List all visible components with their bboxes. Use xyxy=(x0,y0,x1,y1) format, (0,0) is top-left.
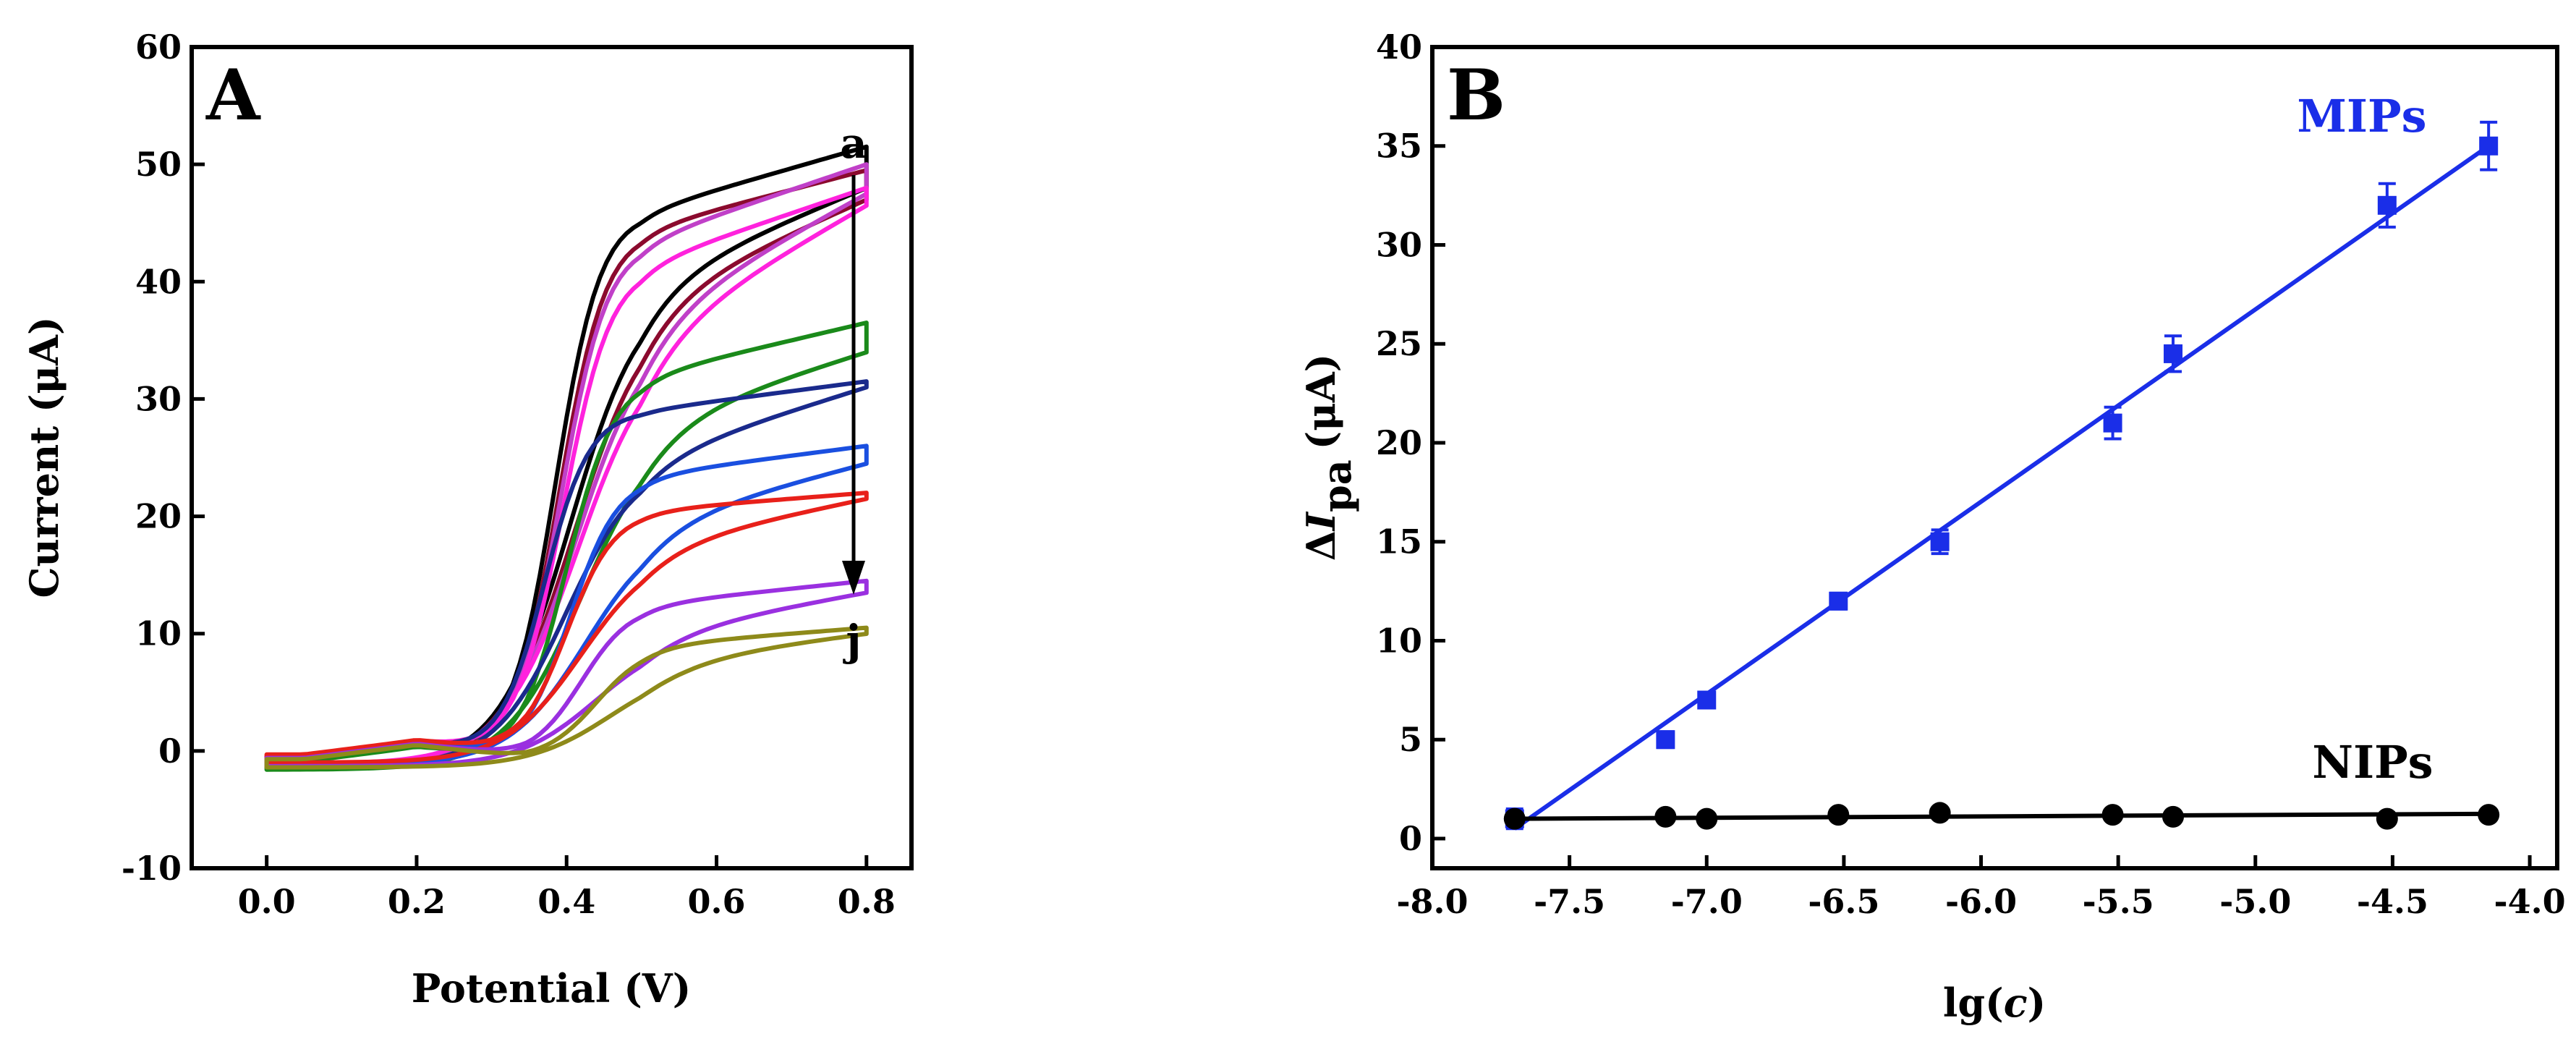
x-tick-label: -6.5 xyxy=(1808,882,1879,921)
data-point xyxy=(1697,690,1717,710)
y-tick-label: 40 xyxy=(135,262,182,301)
data-point xyxy=(1930,532,1950,551)
data-point xyxy=(2164,344,2183,363)
y-tick-label: 20 xyxy=(135,497,182,536)
x-tick-label: 0.0 xyxy=(238,882,296,921)
x-tick-label: -5.0 xyxy=(2219,882,2291,921)
y-tick-label: 5 xyxy=(1399,720,1422,759)
data-point xyxy=(1929,802,1951,824)
y-tick-label: 25 xyxy=(1376,324,1422,363)
panel-b: 0 5 10 15 20 25 30 35 40 -8.0 -7.5 -7.0 -6.5 -6.0 -5.… xyxy=(1298,27,2566,1026)
data-point xyxy=(2377,195,2397,215)
data-point xyxy=(1829,591,1848,611)
data-point xyxy=(2478,804,2500,826)
data-point xyxy=(2162,805,2185,828)
x-axis-title-var: c xyxy=(2004,980,2028,1026)
series-nips xyxy=(1503,802,2500,830)
x-axis-title-b: lg(c) xyxy=(1943,980,2046,1026)
x-axis-title-suffix: ) xyxy=(2028,980,2046,1026)
panel-b-frame xyxy=(1430,45,2559,870)
y-axis-title-sub: pa xyxy=(1314,459,1360,512)
y-axis-title-delta: Δ xyxy=(1298,530,1344,561)
data-point xyxy=(1654,805,1677,828)
y-axis-ticks: -10 0 10 20 30 40 50 60 xyxy=(122,27,205,888)
panel-letter-a: A xyxy=(205,54,261,136)
calibration-series xyxy=(1503,120,2500,831)
y-axis-title-b: ΔIpa (μA) xyxy=(1298,354,1360,561)
y-tick-label: 60 xyxy=(135,27,182,67)
y-axis-ticks: 0 5 10 15 20 25 30 35 40 xyxy=(1376,27,1445,858)
x-tick-label: -4.5 xyxy=(2357,882,2428,921)
data-point xyxy=(2103,413,2122,433)
data-point xyxy=(1503,807,1526,830)
x-axis-title-a: Potential (V) xyxy=(412,965,692,1012)
svg-text:ΔIpa(μA): ΔIpa (μA) xyxy=(1298,354,1360,561)
x-axis-title-prefix: lg( xyxy=(1943,980,2004,1026)
y-axis-title-a: Current (μA) xyxy=(21,316,67,598)
x-tick-label: -7.0 xyxy=(1671,882,1743,921)
y-tick-label: 30 xyxy=(135,379,182,418)
fit-line xyxy=(1513,144,2490,831)
cv-trace-h xyxy=(264,491,869,765)
y-tick-label: 10 xyxy=(135,614,182,653)
y-axis-title-unit: (μA) xyxy=(1298,354,1344,450)
cv-traces xyxy=(264,144,869,772)
fit-line xyxy=(1514,811,2489,821)
y-tick-label: 0 xyxy=(158,731,182,771)
y-tick-label: 0 xyxy=(1399,819,1422,858)
y-tick-label: 35 xyxy=(1376,127,1422,166)
y-tick-label: 30 xyxy=(1376,225,1422,264)
x-tick-label: -6.0 xyxy=(1945,882,2017,921)
series-mips xyxy=(1505,120,2499,831)
x-tick-label: -5.5 xyxy=(2083,882,2154,921)
data-point xyxy=(2376,807,2398,830)
x-tick-label: 0.6 xyxy=(688,882,746,921)
panel-letter-b: B xyxy=(1447,54,1505,136)
data-point xyxy=(2101,804,2124,826)
y-tick-label: -10 xyxy=(122,849,182,888)
x-tick-label: -4.0 xyxy=(2494,882,2566,921)
data-point xyxy=(1656,730,1675,750)
x-tick-label: 0.8 xyxy=(838,882,896,921)
series-label-mips: MIPs xyxy=(2297,90,2426,143)
y-tick-label: 20 xyxy=(1376,423,1422,462)
y-tick-label: 40 xyxy=(1376,27,1422,67)
data-point xyxy=(1827,804,1850,826)
x-axis-ticks: 0.0 0.2 0.4 0.6 0.8 xyxy=(238,855,896,921)
x-axis-ticks: -8.0 -7.5 -7.0 -6.5 -6.0 -5.5 -5.0 -4.5 -4.0 xyxy=(1396,855,2566,921)
y-tick-label: 15 xyxy=(1376,522,1422,561)
y-tick-label: 10 xyxy=(1376,621,1422,660)
annotation-j: j xyxy=(843,616,862,665)
x-tick-label: 0.2 xyxy=(388,882,446,921)
x-tick-label: 0.4 xyxy=(537,882,595,921)
series-label-nips: NIPs xyxy=(2312,736,2433,789)
x-tick-label: -8.0 xyxy=(1396,882,1468,921)
direction-arrow-head xyxy=(842,561,865,595)
x-tick-label: -7.5 xyxy=(1534,882,1605,921)
y-tick-label: 50 xyxy=(135,145,182,184)
data-point xyxy=(2479,136,2499,156)
y-axis-title-var: I xyxy=(1298,511,1344,532)
panel-a-frame xyxy=(190,45,914,870)
annotation-a: a xyxy=(840,119,867,168)
cv-trace-j xyxy=(264,625,869,770)
data-point xyxy=(1696,807,1718,830)
panel-a: -10 0 10 20 30 40 50 60 0.0 0.2 0.4 0.6 0.8 A a j P… xyxy=(21,27,914,1012)
